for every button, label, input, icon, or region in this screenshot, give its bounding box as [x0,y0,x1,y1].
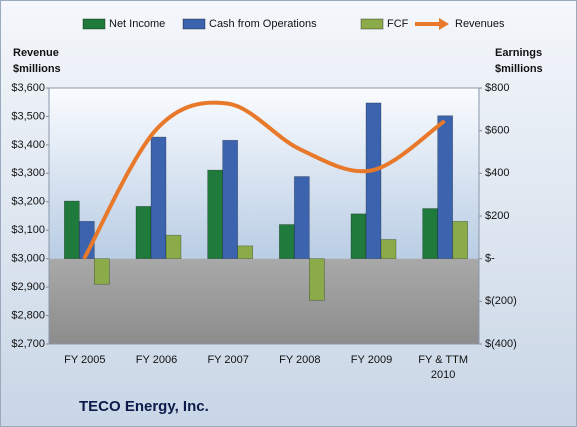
y2-axis-label: Earnings $millions [495,47,543,75]
y2-tick-label: $200 [485,210,509,222]
bar [150,136,167,260]
x-tick-label: FY 2008 [279,354,321,366]
y2-tick-label: $800 [485,82,509,94]
y-tick-label: $2,700 [11,338,45,350]
bar [207,169,224,260]
y-tick-label: $3,600 [11,82,45,94]
x-tick-label: FY 2006 [135,354,178,366]
legend-arrow [439,18,449,30]
y-tick-label: $3,300 [11,167,45,179]
bar [165,234,182,260]
y2-tick-label: $- [485,253,495,265]
bar [293,176,310,260]
y-tick-label: $2,800 [11,309,45,321]
y-tick-label: $3,000 [11,253,45,265]
legend-label: Revenues [455,18,505,30]
plot-area [49,88,479,259]
legend-swatch [360,18,384,30]
x-tick-label: FY 2009 [350,354,393,366]
bar [63,200,80,260]
bar [278,224,295,260]
x-tick-label: FY & TTM 2010 [418,354,469,381]
bar [365,102,382,260]
bar [422,208,439,260]
bar [237,245,254,260]
y-tick-label: $3,500 [11,110,45,122]
line [82,100,446,260]
bar [350,213,367,260]
chart-title: TECO Energy, Inc. [79,398,209,415]
bar [437,115,454,260]
bar [452,220,469,260]
plot-border [48,87,480,345]
legend-label: Net Income [109,18,165,30]
bar [93,258,110,285]
bar [135,206,152,260]
bar [222,139,239,260]
y-tick-label: $3,100 [11,224,45,236]
y2-tick-label: $600 [485,125,509,137]
bar [380,239,397,260]
legend-label: Cash from Operations [209,18,317,30]
legend-label: FCF [387,18,409,30]
x-tick-label: FY 2007 [207,354,249,366]
plot-area-negative [49,258,479,344]
y2-tick-label: $(400) [485,338,517,350]
legend-swatch [182,18,206,30]
y-tick-label: $2,900 [11,281,45,293]
legend-swatch [82,18,106,30]
y2-tick-label: $(200) [485,295,517,307]
y-tick-label: $3,400 [11,139,45,151]
x-tick-label: FY 2005 [64,354,106,366]
y-tick-label: $3,200 [11,196,45,208]
y-axis-label: Revenue $millions [13,47,61,75]
bar [308,258,325,301]
y2-tick-label: $400 [485,167,509,179]
